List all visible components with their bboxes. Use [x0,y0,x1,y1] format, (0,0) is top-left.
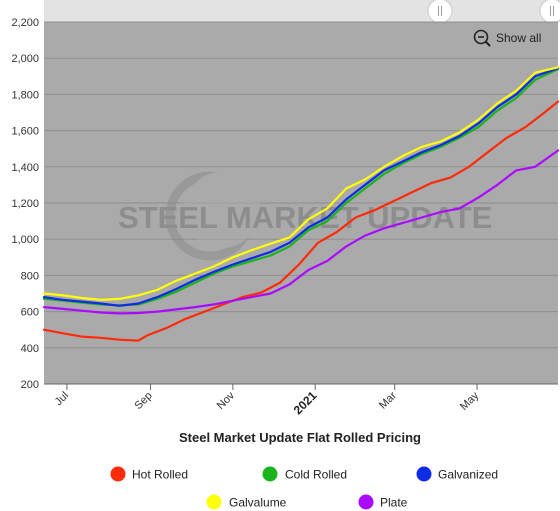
x-tick-label: May [458,389,482,413]
x-tick-label: Jul [53,390,71,408]
legend-label: Galvalume [229,496,287,510]
x-axis: Jul Sep Nov 2021 Mar May [44,383,558,417]
range-handle-right[interactable] [539,0,560,24]
y-tick-label: 600 [21,307,39,319]
legend-item-plate[interactable]: Plate [358,494,408,510]
y-tick-label: 1,400 [11,162,39,174]
series-line-plate[interactable] [42,149,560,315]
legend-marker [206,494,222,510]
legend-label: Cold Rolled [285,468,347,482]
legend-label: Hot Rolled [132,468,188,482]
chart-title: Steel Market Update Flat Rolled Pricing [179,430,421,445]
y-tick-label: 200 [21,379,39,391]
series-lines [42,66,560,342]
range-navigator[interactable] [44,0,560,22]
y-tick-label: 400 [21,343,39,355]
x-tick-label: Nov [215,389,238,412]
range-handle-left[interactable] [427,0,453,24]
y-tick-label: 1,000 [11,234,39,246]
x-tick-label: Sep [132,390,154,412]
legend-label: Plate [380,496,408,510]
legend: Hot Rolled Cold Rolled Galvanized Galvalume… [110,466,499,510]
legend-item-cold-rolled[interactable]: Cold Rolled [262,466,348,482]
y-tick-label: 800 [21,270,39,282]
show-all-button[interactable]: Show all [468,26,554,50]
zoom-out-icon [473,29,491,47]
y-axis: 200 400 600 800 1,000 1,200 1,400 1,600 1,800 2,0… [11,17,39,391]
y-tick-label: 1,800 [11,89,39,101]
y-tick-label: 2,200 [11,17,39,29]
y-tick-label: 1,600 [11,126,39,138]
legend-marker [358,494,374,510]
legend-label: Galvanized [438,468,498,482]
series-line-galvalume[interactable] [42,66,560,301]
legend-item-hot-rolled[interactable]: Hot Rolled [110,466,189,482]
series-line-hot-rolled[interactable] [42,100,560,342]
legend-item-galvalume[interactable]: Galvalume [206,494,287,510]
y-tick-label: 1,200 [11,198,39,210]
y-tick-label: 2,000 [11,53,39,65]
x-tick-label: Mar [377,389,399,411]
legend-marker [416,466,432,482]
series-line-galvanized[interactable] [42,67,560,307]
x-tick-label: 2021 [291,388,320,417]
show-all-label: Show all [496,31,541,45]
legend-marker [262,466,278,482]
legend-marker [110,466,126,482]
legend-item-galvanized[interactable]: Galvanized [416,466,499,482]
